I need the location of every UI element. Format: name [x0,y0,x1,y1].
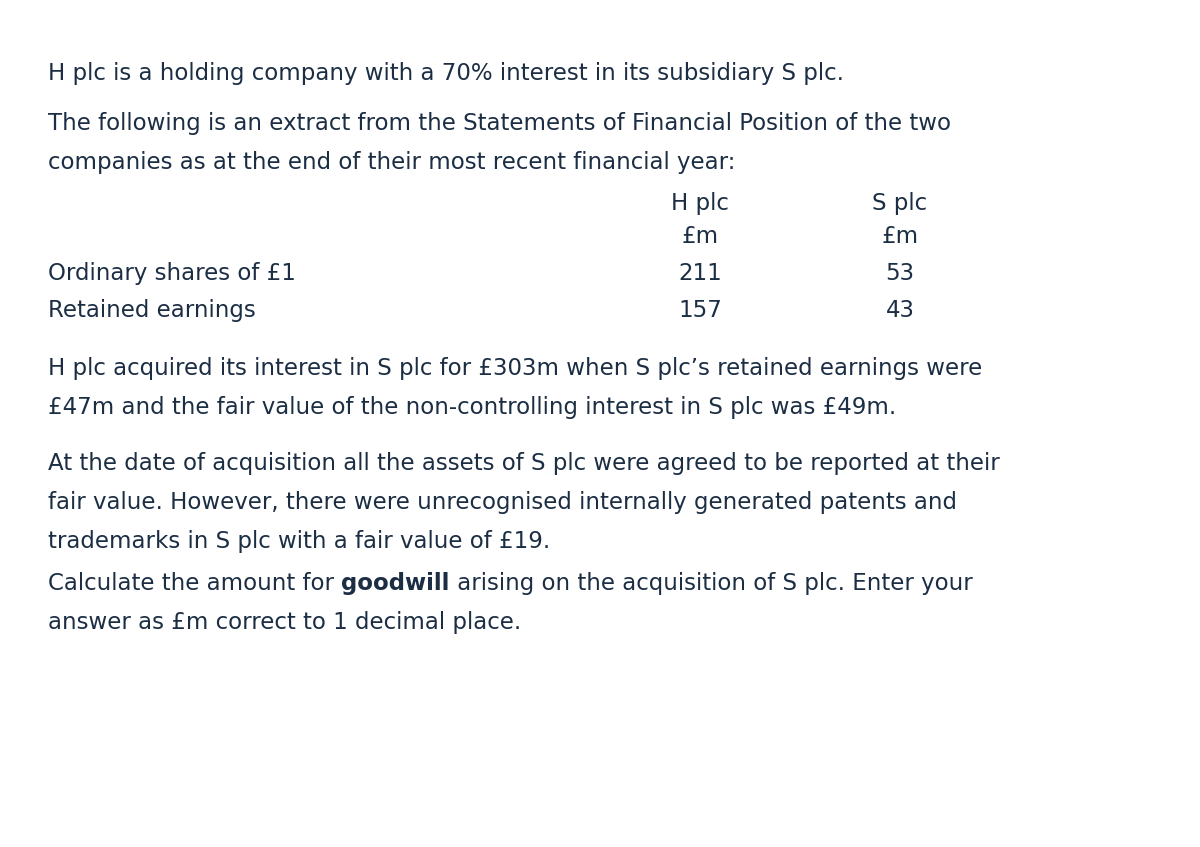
Text: answer as £m correct to 1 decimal place.: answer as £m correct to 1 decimal place. [48,611,521,634]
Text: S plc: S plc [872,192,928,215]
Text: 43: 43 [886,299,914,322]
Text: fair value. However, there were unrecognised internally generated patents and: fair value. However, there were unrecogn… [48,491,958,514]
Text: arising on the acquisition of S plc. Enter your: arising on the acquisition of S plc. Ent… [450,572,972,595]
Text: goodwill: goodwill [341,572,450,595]
Text: 53: 53 [886,262,914,285]
Text: Ordinary shares of £1: Ordinary shares of £1 [48,262,296,285]
Text: At the date of acquisition all the assets of S plc were agreed to be reported at: At the date of acquisition all the asset… [48,452,1000,475]
Text: Retained earnings: Retained earnings [48,299,256,322]
Text: £m: £m [682,225,719,248]
Text: H plc: H plc [671,192,728,215]
Text: H plc acquired its interest in S plc for £303m when S plc’s retained earnings we: H plc acquired its interest in S plc for… [48,357,983,380]
Text: £47m and the fair value of the non-controlling interest in S plc was £49m.: £47m and the fair value of the non-contr… [48,396,896,419]
Text: £m: £m [882,225,918,248]
Text: 157: 157 [678,299,722,322]
Text: companies as at the end of their most recent financial year:: companies as at the end of their most re… [48,151,736,174]
Text: The following is an extract from the Statements of Financial Position of the two: The following is an extract from the Sta… [48,112,952,135]
Text: trademarks in S plc with a fair value of £19.: trademarks in S plc with a fair value of… [48,530,551,553]
Text: Calculate the amount for: Calculate the amount for [48,572,341,595]
Text: 211: 211 [678,262,722,285]
Text: H plc is a holding company with a 70% interest in its subsidiary S plc.: H plc is a holding company with a 70% in… [48,62,844,85]
